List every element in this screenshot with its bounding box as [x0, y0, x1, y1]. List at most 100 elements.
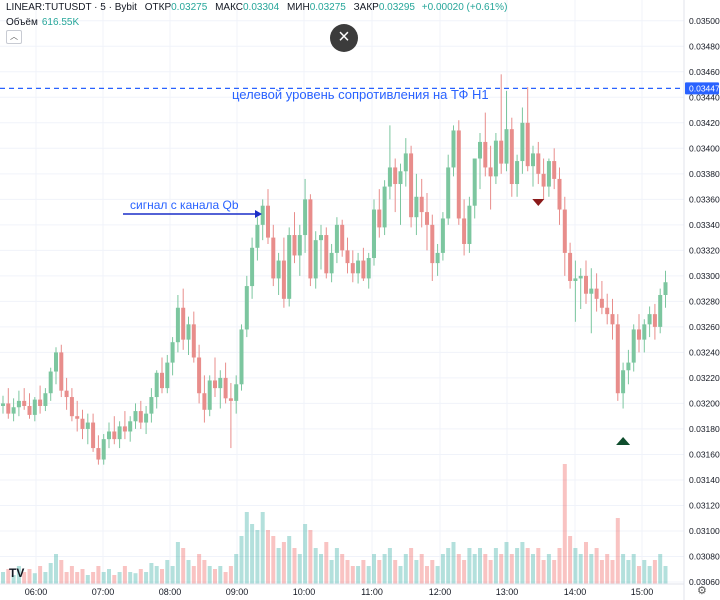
candle-body [541, 173, 546, 187]
candle-body [149, 397, 154, 414]
volume-bar [515, 548, 520, 584]
candle-body [43, 393, 48, 406]
candle-body [271, 237, 276, 279]
collapse-legend-button[interactable]: ︿ [6, 30, 22, 44]
volume-bar [11, 575, 16, 584]
volume-bar [281, 542, 286, 584]
candle-body [181, 307, 186, 340]
volume-bar [239, 536, 244, 584]
candle-body [197, 357, 202, 394]
candle-body [165, 362, 170, 389]
volume-bar [642, 560, 647, 584]
candle-body [276, 260, 281, 279]
price-tick-label: 0.03380 [689, 169, 720, 179]
candle-body [54, 352, 58, 372]
volume-bar [488, 560, 493, 584]
candle-body [594, 288, 599, 299]
candle-body [22, 400, 27, 406]
close-button[interactable]: × [330, 24, 358, 52]
high-label: МАКС [215, 2, 243, 13]
candle-body [59, 352, 64, 391]
volume-bar [228, 566, 233, 584]
candle-body [372, 209, 376, 259]
volume-bar [133, 573, 138, 584]
volume-bar [59, 560, 64, 584]
candle-body [589, 288, 594, 294]
symbol-title[interactable]: LINEAR:TUTUSDT · 5 · Bybit [6, 2, 137, 13]
tradingview-logo[interactable]: TV [9, 566, 25, 580]
candle-body [356, 260, 361, 274]
volume-bar [536, 548, 541, 584]
candle-body [128, 421, 133, 432]
candle-body [631, 329, 636, 363]
candle-body [478, 141, 482, 159]
sell-marker [532, 199, 545, 206]
candle-body [462, 218, 467, 244]
candle-body [69, 397, 74, 417]
price-tick-label: 0.03200 [689, 398, 720, 408]
price-tick-label: 0.03360 [689, 194, 720, 204]
candle-body [266, 205, 270, 238]
candle-body [345, 250, 350, 264]
volume-bar [584, 542, 588, 584]
candle-body [329, 252, 334, 274]
volume-bar [605, 554, 610, 584]
volume-bar [573, 548, 578, 584]
candle-body [430, 224, 435, 264]
candle-body [419, 196, 424, 213]
candle-body [80, 418, 85, 429]
candle-body [483, 141, 488, 168]
time-tick-label: 12:00 [429, 587, 452, 597]
volume-label[interactable]: Объём [6, 17, 38, 28]
resistance-price-label: 0.03447 [689, 83, 720, 93]
volume-bar [107, 569, 111, 584]
candle-body [250, 247, 255, 287]
candle-body [536, 153, 541, 174]
volume-bar [64, 572, 69, 584]
close-icon: × [338, 26, 350, 48]
volume-bar [446, 548, 451, 584]
candle-body [504, 129, 509, 164]
close-value: 0.03295 [378, 2, 415, 13]
candle-body [515, 161, 520, 185]
volume-bar [562, 464, 567, 584]
volume-bar [615, 518, 620, 584]
candle-body [499, 140, 504, 164]
time-tick-label: 11:00 [361, 587, 383, 597]
time-tick-label: 07:00 [92, 587, 115, 597]
candle-body [186, 324, 191, 340]
high-value: 0.03304 [243, 2, 280, 13]
time-tick-label: 09:00 [226, 587, 249, 597]
candle-body [488, 167, 493, 177]
price-tick-label: 0.03260 [689, 322, 720, 332]
volume-bar [260, 512, 265, 584]
volume-bar [213, 569, 217, 584]
price-tick-label: 0.03080 [689, 551, 720, 561]
volume-bar [398, 566, 403, 584]
candle-body [340, 224, 345, 251]
candle-body [382, 186, 387, 228]
candle-body [91, 422, 96, 449]
candle-body [663, 282, 668, 295]
candle-body [27, 405, 32, 415]
candle-body [578, 275, 583, 279]
volume-bar [382, 554, 387, 584]
candle-body [615, 324, 620, 394]
volume-bar [22, 572, 27, 584]
candle-body [170, 342, 175, 363]
volume-bar [393, 560, 398, 584]
volume-bar [38, 566, 43, 584]
candle-body [546, 161, 551, 187]
volume-bar [419, 554, 424, 584]
candle-body [652, 314, 657, 327]
volume-bar [631, 554, 636, 584]
candle-body [557, 178, 562, 210]
volume-bar [32, 573, 37, 584]
gear-icon[interactable]: ⚙ [697, 585, 707, 597]
volume-bar [462, 560, 467, 584]
price-tick-label: 0.03280 [689, 296, 720, 306]
price-tick-label: 0.03140 [689, 475, 720, 485]
volume-bar [6, 569, 11, 584]
volume-bar [276, 548, 281, 584]
